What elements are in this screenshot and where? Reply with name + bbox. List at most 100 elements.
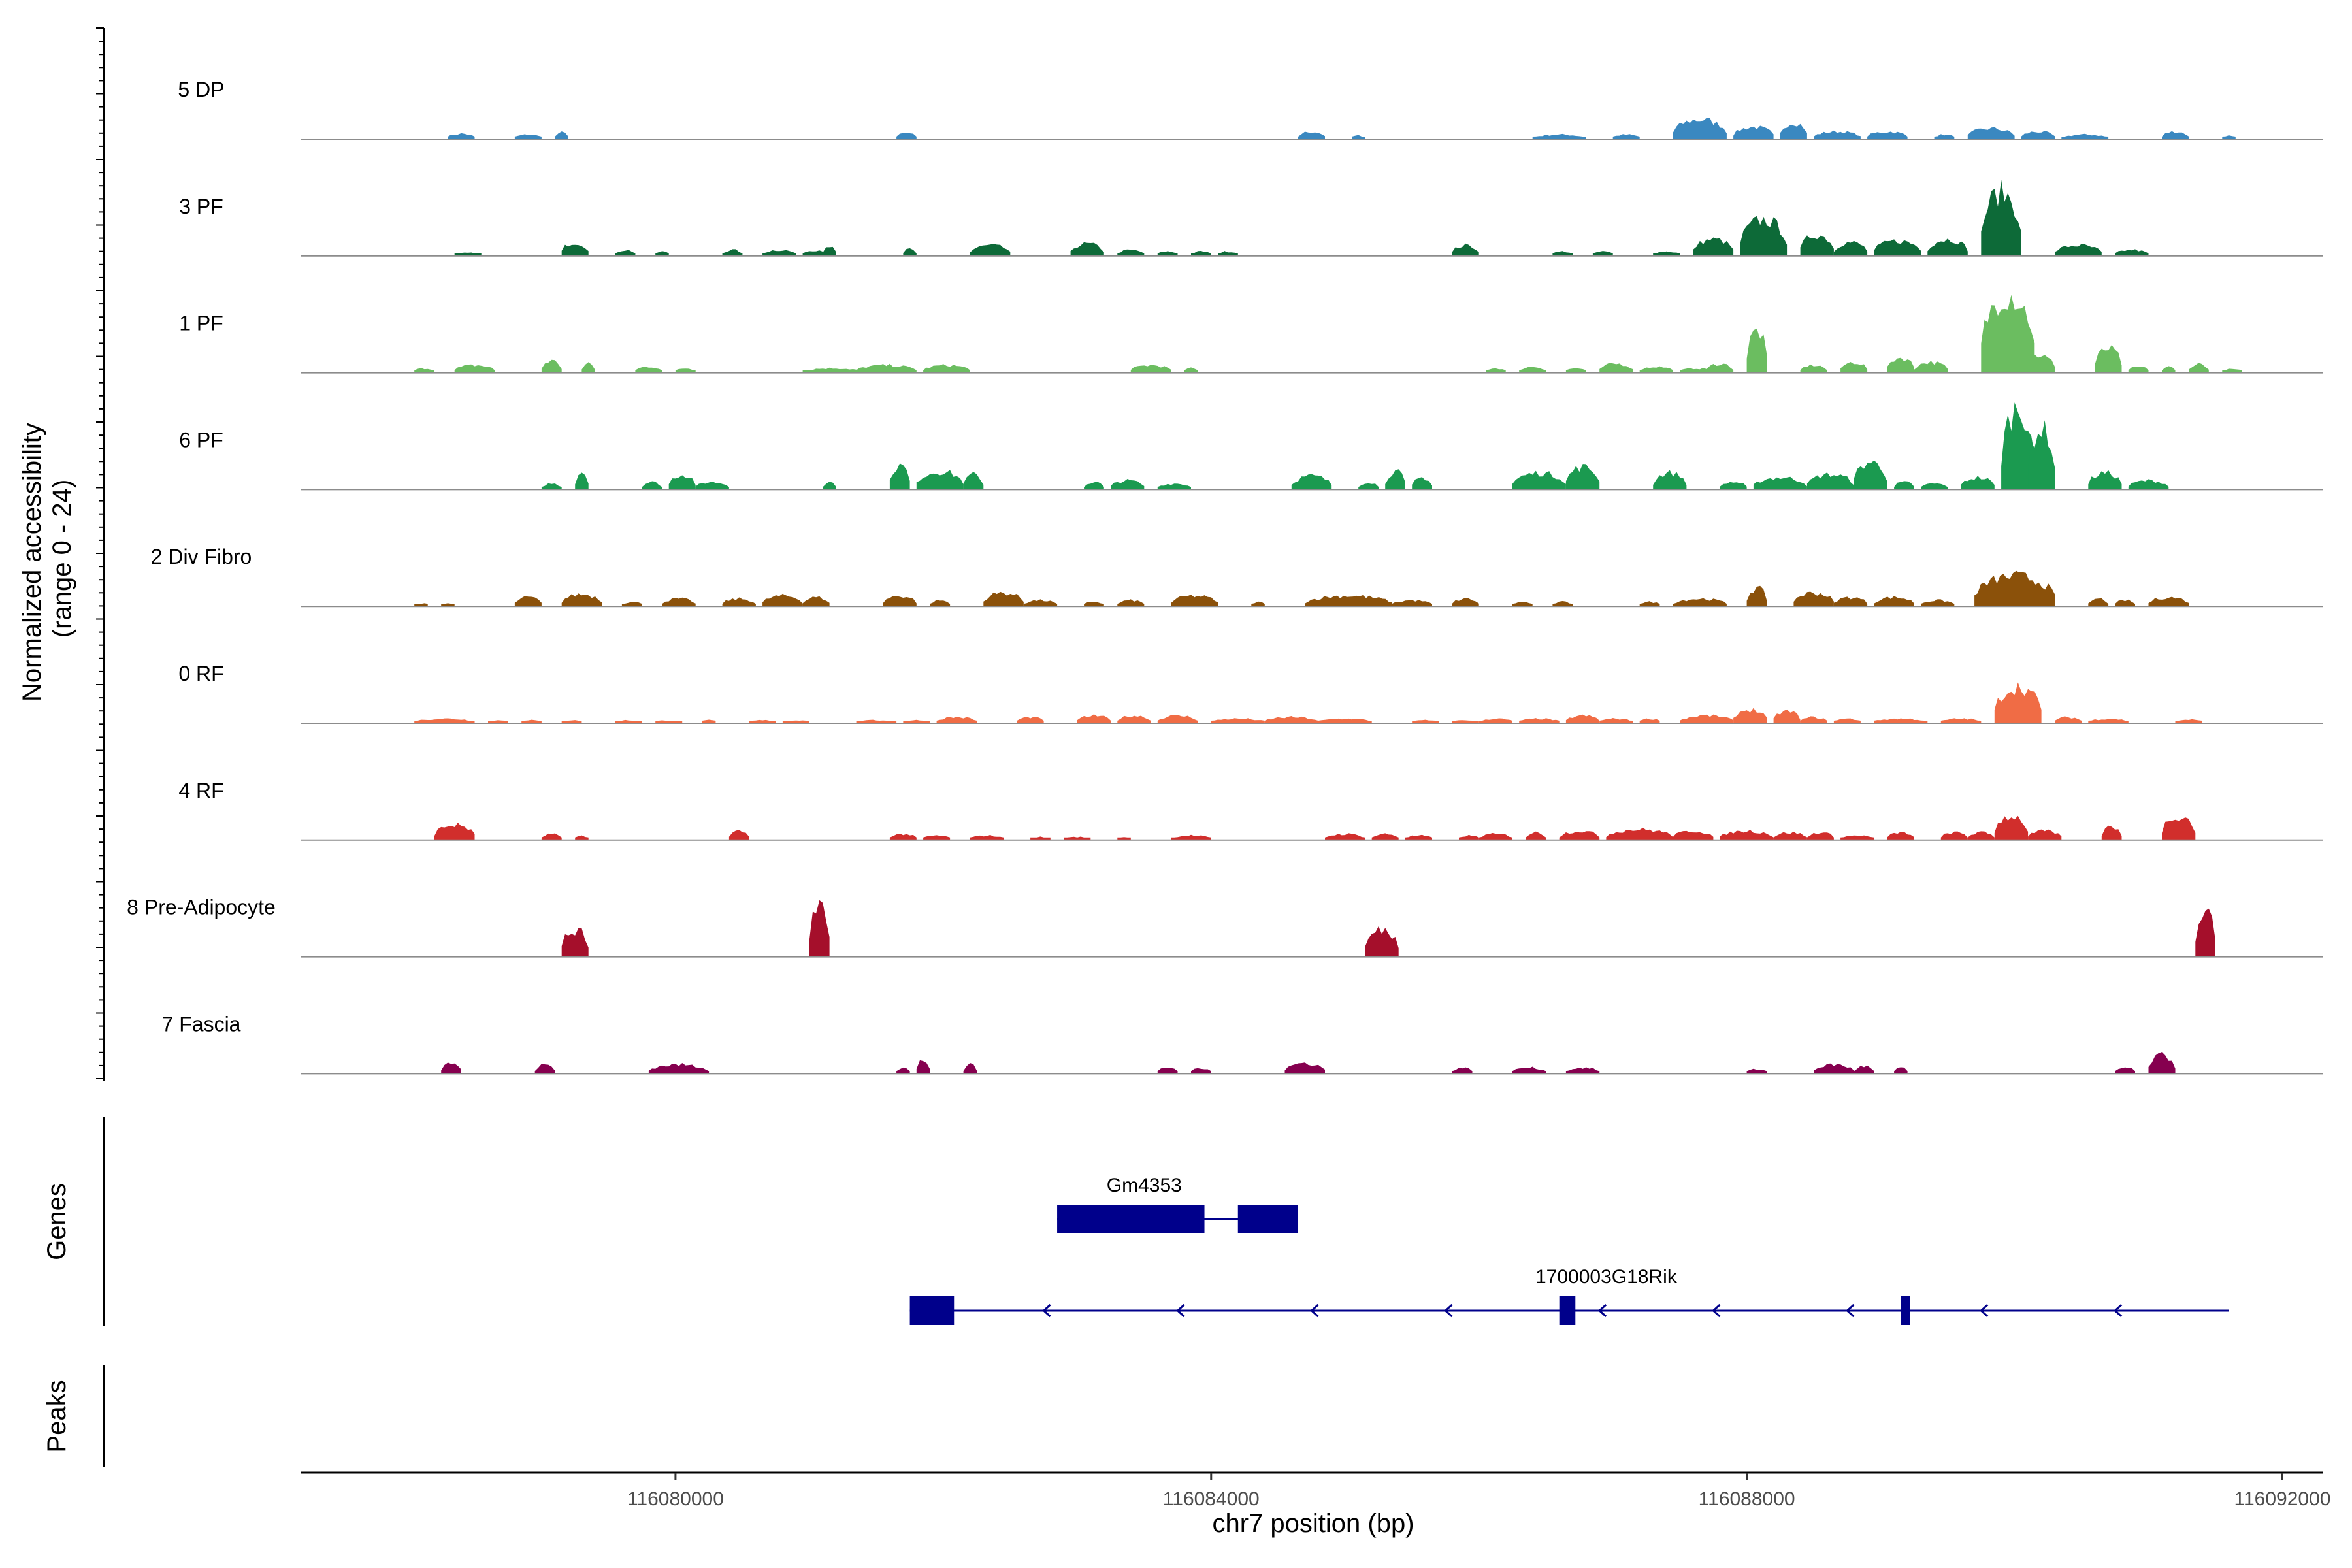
- y-axis-title: Normalized accessibility (range 0 - 24): [18, 416, 76, 702]
- coverage-peak: [1653, 470, 1687, 490]
- coverage-peak: [1371, 833, 1399, 840]
- coverage-peak: [936, 717, 977, 723]
- x-tick-label: 116092000: [2234, 1488, 2331, 1510]
- coverage-peak: [1565, 464, 1600, 490]
- coverage-peak: [1887, 832, 1914, 840]
- strand-arrow: [1980, 1303, 1989, 1318]
- coverage-peak: [488, 720, 508, 723]
- coverage-peak: [655, 251, 669, 256]
- x-tick-label: 116080000: [627, 1488, 724, 1510]
- coverage-peak: [1599, 718, 1633, 723]
- coverage-peak: [1733, 125, 1774, 139]
- coverage-peak: [642, 481, 662, 490]
- coverage-peak: [2222, 135, 2236, 139]
- coverage-peak: [1565, 368, 1586, 373]
- coverage-peak: [823, 246, 836, 256]
- coverage-peak: [1405, 834, 1432, 840]
- coverage-peak: [1171, 595, 1218, 607]
- coverage-peak: [1874, 596, 1914, 607]
- gene-exon: [1559, 1296, 1576, 1325]
- strand-arrow: [1042, 1303, 1051, 1318]
- coverage-peak: [802, 596, 830, 607]
- coverage-peak: [1840, 835, 1874, 840]
- coverage-peak: [1833, 240, 1868, 256]
- coverage-peak: [514, 596, 542, 607]
- coverage-peak: [1806, 832, 1834, 840]
- coverage-peak: [2148, 596, 2189, 607]
- coverage-peak: [963, 1063, 977, 1074]
- coverage-peak: [903, 719, 930, 723]
- coverage-peak: [1157, 483, 1191, 490]
- peaks-panel-title: Peaks: [42, 1380, 71, 1452]
- coverage-peak: [2055, 244, 2102, 256]
- coverage-peak: [1806, 472, 1854, 490]
- coverage-peak: [1412, 719, 1439, 723]
- coverage-peak: [1171, 834, 1211, 840]
- strand-arrow: [1712, 1303, 1721, 1318]
- coverage-peak: [1994, 682, 2042, 723]
- coverage-peak: [2101, 825, 2122, 840]
- coverage-peak: [2128, 367, 2149, 373]
- coverage-peak: [930, 600, 951, 607]
- coverage-peak: [615, 250, 636, 256]
- track-label: 1 PF: [179, 312, 223, 335]
- coverage-peak: [2162, 817, 2196, 840]
- coverage-peak: [1592, 251, 1613, 256]
- coverage-peak: [1639, 718, 1660, 723]
- coverage-peak: [1512, 470, 1566, 490]
- coverage-peak: [1967, 127, 2015, 139]
- coverage-peak: [581, 362, 595, 373]
- coverage-peak: [1191, 251, 1211, 256]
- coverage-peak: [1599, 363, 1633, 373]
- coverage-peak: [2175, 719, 2202, 723]
- coverage-peak: [1894, 481, 1914, 490]
- coverage-peak: [414, 718, 475, 723]
- x-tick-label: 116084000: [1163, 1488, 1260, 1510]
- coverage-peak: [2189, 363, 2209, 373]
- coverage-peak: [1519, 718, 1560, 723]
- coverage-peak: [883, 596, 917, 607]
- coverage-peak: [1814, 130, 1861, 139]
- coverage-peak: [1874, 239, 1921, 256]
- coverage-peak: [675, 368, 696, 373]
- coverage-peak: [1512, 602, 1533, 607]
- coverage-peak: [534, 1064, 555, 1074]
- coverage-peak: [575, 835, 589, 840]
- gene-label: 1700003G18Rik: [1535, 1266, 1678, 1288]
- coverage-peak: [1084, 602, 1104, 607]
- coverage-peak: [1552, 251, 1573, 256]
- coverage-peak: [1854, 460, 1887, 490]
- coverage-peak: [2055, 716, 2082, 723]
- strand-arrow: [1176, 1303, 1185, 1318]
- coverage-peak: [2095, 344, 2122, 373]
- coverage-peak: [621, 602, 642, 607]
- coverage-peak: [561, 593, 602, 607]
- coverage-peak: [1840, 362, 1868, 373]
- coverage-peak: [1191, 1068, 1211, 1074]
- genes-track: Gm4353 1700003G18Rik: [909, 1175, 2229, 1325]
- coverage-peak: [1211, 718, 1265, 723]
- coverage-peak: [414, 603, 428, 607]
- coverage-peak: [1720, 830, 1774, 840]
- coverage-peak: [1914, 361, 1948, 373]
- coverage-peak: [1305, 595, 1392, 607]
- genes-panel-title: Genes: [42, 1183, 71, 1260]
- coverage-peak: [1746, 585, 1767, 607]
- coverage-peak: [728, 830, 749, 840]
- coverage-peak: [2028, 420, 2055, 490]
- coverage-peak: [2028, 829, 2062, 840]
- track-label: 0 RF: [178, 662, 223, 685]
- coverage-peak: [1927, 238, 1968, 256]
- track-label: 3 PF: [179, 195, 223, 218]
- track-5-dp: 5 DP: [178, 78, 2323, 140]
- coverage-peak: [521, 719, 542, 723]
- coverage-peak: [1612, 134, 1640, 139]
- coverage-peak: [1740, 216, 1788, 256]
- coverage-peak: [1887, 357, 1914, 373]
- track-label: 4 RF: [178, 779, 223, 802]
- coverage-peak: [1680, 714, 1734, 723]
- track-4-rf: 4 RF: [178, 779, 2323, 841]
- gene-1700003g18rik: 1700003G18Rik: [909, 1266, 2229, 1325]
- coverage-peak: [1412, 477, 1432, 490]
- coverage-peak: [856, 363, 917, 373]
